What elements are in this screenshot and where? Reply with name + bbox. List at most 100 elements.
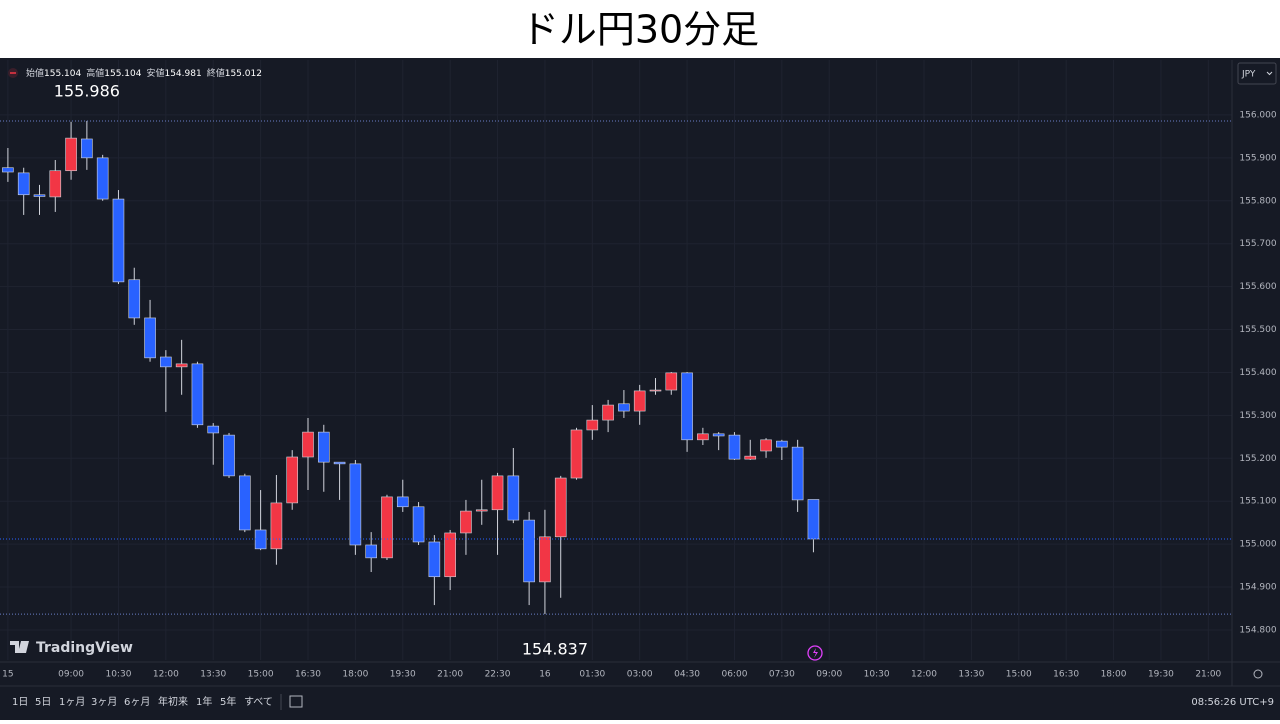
range-button[interactable]: すべて — [244, 696, 273, 708]
x-tick-label: 16:30 — [1053, 670, 1079, 680]
candle-body — [586, 419, 599, 431]
range-button[interactable]: 年初来 — [158, 695, 188, 708]
candle-body — [381, 496, 393, 559]
ohlc-value: 155.104 — [44, 69, 81, 79]
ohlc-value: 154.981 — [164, 69, 201, 79]
candle-body — [633, 390, 646, 412]
range-button[interactable]: 1日 — [12, 697, 28, 708]
candle-body — [791, 446, 804, 501]
candle-body — [396, 496, 409, 508]
range-button[interactable]: 6ヶ月 — [124, 696, 150, 708]
logo-icon — [10, 641, 29, 653]
range-button[interactable]: 5年 — [220, 695, 236, 708]
candle-body — [712, 433, 725, 437]
candle-body — [760, 439, 772, 452]
x-tick-label: 07:30 — [769, 670, 795, 680]
x-tick-label: 15:00 — [1006, 670, 1032, 680]
candle-body — [491, 475, 504, 511]
candle-body — [33, 194, 46, 197]
y-tick-label: 155.000 — [1239, 540, 1276, 550]
ohlc-label: 高値 — [86, 67, 104, 79]
candle-body — [239, 475, 251, 531]
x-tick-label: 22:30 — [485, 670, 511, 680]
candle-body — [65, 137, 77, 172]
alert-icon[interactable] — [807, 645, 823, 661]
candle-body — [160, 356, 172, 368]
settings-icon[interactable] — [1253, 669, 1263, 679]
candle-body — [776, 440, 788, 448]
candle-body — [270, 502, 283, 550]
page-title: ドル円30分足 — [521, 8, 759, 52]
candle-body — [539, 536, 551, 583]
range-button[interactable]: 1ヶ月 — [59, 696, 85, 708]
x-tick-label: 01:30 — [579, 670, 605, 680]
ohlc-legend: 始値155.104 高値155.104 安値154.981 終値155.012 — [26, 67, 262, 79]
currency-button[interactable] — [1237, 62, 1277, 85]
x-tick-label: 09:00 — [816, 670, 842, 680]
y-tick-label: 155.900 — [1239, 153, 1276, 163]
candle-body — [444, 532, 456, 578]
y-tick-label: 155.400 — [1239, 368, 1276, 378]
x-tick-label: 13:30 — [958, 670, 984, 680]
candle-body — [649, 389, 662, 392]
x-tick-label: 10:30 — [864, 670, 890, 680]
date-range-icon[interactable] — [289, 695, 303, 708]
x-tick-label: 06:00 — [721, 670, 747, 680]
alert-bolt — [813, 648, 818, 658]
currency-label[interactable]: JPY — [1241, 70, 1256, 80]
x-tick-label: 21:00 — [1195, 670, 1221, 680]
y-tick-label: 155.200 — [1239, 454, 1276, 464]
candle-body — [2, 167, 14, 173]
candle-body — [223, 434, 235, 477]
candle-body — [365, 544, 377, 559]
y-tick-label: 154.900 — [1239, 583, 1276, 593]
x-tick-label: 15 — [2, 670, 13, 680]
x-tick-label: 18:00 — [1101, 670, 1127, 680]
candle-body — [618, 403, 630, 412]
candle-body — [96, 157, 109, 200]
y-tick-label: 155.500 — [1239, 325, 1276, 335]
y-tick-label: 155.700 — [1239, 239, 1276, 249]
candle-body — [17, 172, 30, 196]
ohlc-label: 始値 — [26, 67, 44, 79]
candle-body — [744, 455, 757, 460]
candle-body — [112, 198, 125, 283]
x-tick-label: 18:00 — [342, 670, 368, 680]
candle-body — [412, 506, 425, 543]
logo-text: TradingView — [36, 640, 133, 656]
x-tick-label: 13:30 — [200, 670, 226, 680]
high-annotation: 155.986 — [54, 81, 120, 100]
toolbar: 1日 5日 1ヶ月 3ヶ月 6ヶ月 年初来 1年 5年 すべて — [12, 695, 273, 708]
candle-body — [49, 170, 62, 198]
candle-body — [286, 456, 299, 504]
range-button[interactable]: 3ヶ月 — [91, 696, 117, 708]
y-tick-label: 155.600 — [1239, 282, 1276, 292]
low-annotation: 154.837 — [522, 640, 588, 659]
candle-body — [807, 499, 820, 540]
candle-body — [175, 363, 188, 368]
candle-body — [144, 317, 156, 359]
y-tick-label: 156.000 — [1239, 110, 1276, 120]
range-button[interactable]: 5日 — [35, 697, 51, 708]
candle-body — [428, 541, 441, 578]
watermark-logo: TradingView — [10, 640, 133, 656]
x-tick-label: 10:30 — [105, 670, 131, 680]
candle-body — [602, 404, 614, 421]
currency-caret — [1266, 71, 1273, 76]
range-button[interactable]: 1年 — [196, 695, 212, 708]
x-tick-label: 09:00 — [58, 670, 84, 680]
candle-body — [507, 475, 520, 521]
x-tick-label: 04:30 — [674, 670, 700, 680]
y-tick-label: 154.800 — [1239, 625, 1276, 635]
y-tick-label: 155.800 — [1239, 196, 1276, 206]
ohlc-label: 終値 — [207, 67, 225, 79]
x-tick-label: 16 — [539, 670, 551, 680]
candle-body — [207, 425, 220, 434]
candle-body — [317, 431, 330, 463]
candle-body — [81, 138, 93, 159]
candle-body — [302, 431, 314, 458]
x-tick-label: 15:00 — [248, 670, 274, 680]
candle-body — [697, 433, 709, 441]
